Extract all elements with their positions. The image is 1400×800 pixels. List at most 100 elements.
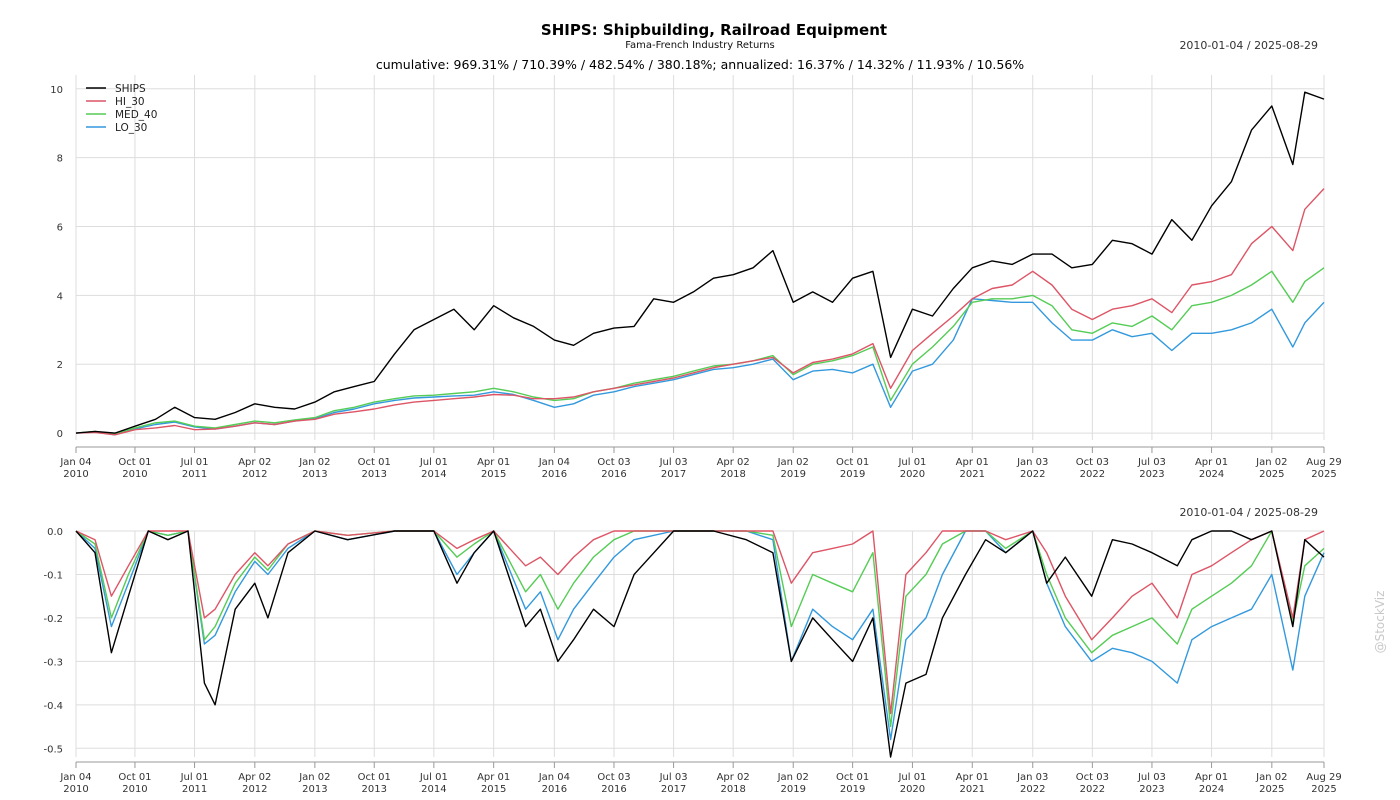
drawdown-x-tick-label: Jul 01 <box>897 772 926 783</box>
cumulative-x-tick-label: Apr 02 <box>717 457 750 468</box>
cumulative-x-tick-label: Apr 01 <box>1195 457 1228 468</box>
cumulative-x-tick-year: 2013 <box>302 469 327 480</box>
drawdown-x-tick-label: Jul 01 <box>180 772 209 783</box>
drawdown-x-tick-year: 2016 <box>542 784 567 795</box>
drawdown-x-tick-label: Jan 02 <box>1255 772 1287 783</box>
drawdown-series-ships <box>75 530 1325 758</box>
drawdown-x-tick-year: 2014 <box>421 784 446 795</box>
cumulative-x-tick-label: Oct 03 <box>1076 457 1109 468</box>
drawdown-x-tick-label: Jan 04 <box>538 772 570 783</box>
chart-subtitle: Fama-French Industry Returns <box>625 40 775 51</box>
cumulative-x-tick-year: 2014 <box>421 469 446 480</box>
drawdown-x-tick-label: Jul 03 <box>659 772 688 783</box>
cumulative-x-tick-label: Oct 01 <box>358 457 391 468</box>
drawdown-x-tick-year: 2015 <box>481 784 506 795</box>
cumulative-x-tick-year: 2016 <box>601 469 626 480</box>
drawdown-x-tick-year: 2010 <box>122 784 147 795</box>
cumulative-x-tick-label: Jul 01 <box>419 457 448 468</box>
cumulative-x-tick-year: 2016 <box>542 469 567 480</box>
cumulative-x-tick-label: Jan 02 <box>1255 457 1287 468</box>
cumulative-x-tick-label: Apr 01 <box>477 457 510 468</box>
drawdown-x-tick-year: 2019 <box>840 784 865 795</box>
drawdown-x-tick-year: 2016 <box>601 784 626 795</box>
drawdown-x-tick-year: 2013 <box>302 784 327 795</box>
cumulative-x-tick-label: Oct 01 <box>836 457 869 468</box>
cumulative-x-tick-label: Apr 01 <box>956 457 989 468</box>
drawdown-x-tick-year: 2012 <box>242 784 267 795</box>
drawdown-series-hi-30 <box>75 530 1325 715</box>
cumulative-x-tick-label: Oct 01 <box>118 457 151 468</box>
cumulative-x-tick-label: Jan 03 <box>1016 457 1048 468</box>
drawdown-x-tick-year: 2025 <box>1259 784 1284 795</box>
date-range-top: 2010-01-04 / 2025-08-29 <box>1179 39 1318 52</box>
cumulative-y-tick-label: 4 <box>57 291 63 302</box>
cumulative-x-tick-year: 2010 <box>63 469 88 480</box>
drawdown-x-tick-label: Jan 02 <box>777 772 809 783</box>
drawdown-x-tick-label: Oct 01 <box>358 772 391 783</box>
cumulative-x-tick-label: Oct 03 <box>597 457 630 468</box>
drawdown-x-tick-label: Jan 04 <box>59 772 91 783</box>
drawdown-x-tick-year: 2022 <box>1020 784 1045 795</box>
drawdown-x-tick-label: Apr 02 <box>238 772 271 783</box>
cumulative-x-tick-year: 2017 <box>661 469 686 480</box>
drawdown-series-lo-30 <box>75 530 1325 741</box>
cumulative-x-tick-label: Jan 04 <box>538 457 570 468</box>
cumulative-x-tick-year: 2025 <box>1311 469 1336 480</box>
cumulative-x-tick-year: 2022 <box>1080 469 1105 480</box>
cumulative-x-tick-year: 2024 <box>1199 469 1224 480</box>
cumulative-x-tick-label: Jan 02 <box>298 457 330 468</box>
cumulative-x-tick-year: 2021 <box>960 469 985 480</box>
cumulative-y-tick-label: 2 <box>57 360 63 371</box>
cumulative-x-tick-year: 2020 <box>900 469 925 480</box>
cumulative-x-tick-label: Jan 04 <box>59 457 91 468</box>
legend-label-lo-30: LO_30 <box>115 122 147 134</box>
drawdown-x-tick-label: Apr 01 <box>477 772 510 783</box>
watermark: @StockViz <box>1373 591 1387 654</box>
cumulative-x-tick-label: Jul 03 <box>659 457 688 468</box>
cumulative-x-tick-year: 2018 <box>720 469 745 480</box>
drawdown-x-tick-label: Jul 03 <box>1137 772 1166 783</box>
drawdown-y-tick-label: -0.3 <box>43 657 63 668</box>
drawdown-x-tick-label: Apr 02 <box>717 772 750 783</box>
legend-label-ships: SHIPS <box>115 83 146 95</box>
cumulative-series-hi-30 <box>75 188 1325 436</box>
cumulative-x-tick-label: Jul 01 <box>897 457 926 468</box>
drawdown-x-tick-year: 2018 <box>720 784 745 795</box>
drawdown-x-tick-year: 2024 <box>1199 784 1224 795</box>
cumulative-x-tick-year: 2012 <box>242 469 267 480</box>
drawdown-y-tick-label: -0.2 <box>43 614 63 625</box>
legend-label-med-40: MED_40 <box>115 109 157 121</box>
drawdown-x-tick-label: Oct 01 <box>118 772 151 783</box>
cumulative-x-tick-label: Jul 01 <box>180 457 209 468</box>
cumulative-x-tick-year: 2025 <box>1259 469 1284 480</box>
cumulative-x-tick-year: 2013 <box>362 469 387 480</box>
drawdown-y-tick-label: -0.1 <box>43 570 63 581</box>
cumulative-series-med-40 <box>75 267 1325 435</box>
drawdown-x-tick-label: Apr 01 <box>956 772 989 783</box>
drawdown-x-tick-label: Jan 02 <box>298 772 330 783</box>
cumulative-series-ships <box>75 91 1325 434</box>
cumulative-x-tick-label: Jul 03 <box>1137 457 1166 468</box>
drawdown-x-tick-year: 2023 <box>1139 784 1164 795</box>
chart-title: SHIPS: Shipbuilding, Railroad Equipment <box>541 21 887 39</box>
cumulative-x-tick-label: Apr 02 <box>238 457 271 468</box>
drawdown-x-tick-year: 2019 <box>781 784 806 795</box>
cumulative-y-tick-label: 10 <box>50 85 63 96</box>
cumulative-x-tick-year: 2010 <box>122 469 147 480</box>
cumulative-x-tick-year: 2022 <box>1020 469 1045 480</box>
drawdown-x-tick-label: Jan 03 <box>1016 772 1048 783</box>
drawdown-x-tick-year: 2025 <box>1311 784 1336 795</box>
drawdown-x-tick-year: 2017 <box>661 784 686 795</box>
drawdown-y-tick-label: -0.4 <box>43 701 63 712</box>
drawdown-y-tick-label: -0.5 <box>43 744 63 755</box>
drawdown-x-tick-year: 2020 <box>900 784 925 795</box>
drawdown-x-tick-year: 2013 <box>362 784 387 795</box>
cumulative-y-tick-label: 0 <box>57 429 63 440</box>
drawdown-x-tick-label: Oct 03 <box>597 772 630 783</box>
cumulative-y-tick-label: 6 <box>57 223 63 234</box>
drawdown-x-tick-label: Oct 01 <box>836 772 869 783</box>
cumulative-x-tick-year: 2023 <box>1139 469 1164 480</box>
